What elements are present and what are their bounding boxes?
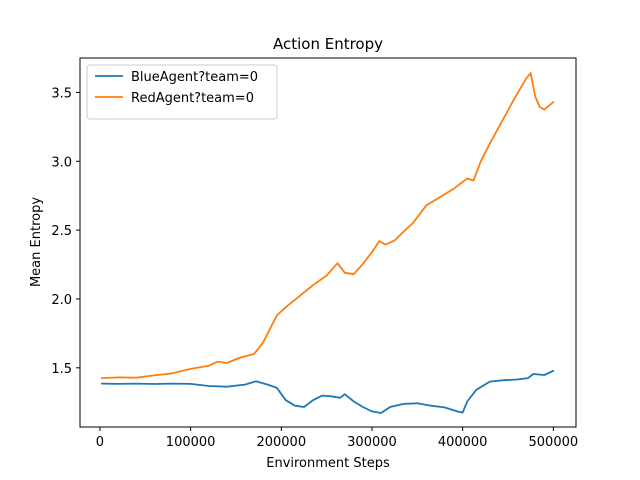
y-tick-label: 3.5	[51, 86, 72, 101]
x-tick-label: 300000	[347, 435, 397, 450]
series-line-0	[100, 369, 555, 414]
x-tick-label: 200000	[256, 435, 306, 450]
y-tick-label: 1.5	[51, 362, 72, 377]
legend-label-0: BlueAgent?team=0	[131, 70, 258, 85]
legend: BlueAgent?team=0 RedAgent?team=0	[86, 64, 278, 120]
chart-title: Action Entropy	[273, 35, 383, 53]
x-tick-label: 500000	[529, 435, 579, 450]
y-tick-label: 3.0	[51, 155, 72, 170]
y-tick-label: 2.0	[51, 293, 72, 308]
x-tick-label: 400000	[438, 435, 488, 450]
y-axis: 1.5 2.0 2.5 3.0 3.5	[51, 86, 80, 377]
x-tick-label: 0	[96, 435, 104, 450]
legend-label-1: RedAgent?team=0	[131, 91, 254, 106]
x-axis-label: Environment Steps	[266, 456, 390, 471]
y-tick-label: 2.5	[51, 224, 72, 239]
x-axis: 0 100000 200000 300000 400000 500000	[96, 427, 578, 450]
series-line-1	[100, 72, 555, 380]
y-axis-label: Mean Entropy	[29, 197, 44, 287]
legend-box	[86, 64, 278, 120]
x-tick-label: 100000	[166, 435, 216, 450]
plot-frame	[79, 57, 577, 428]
plot-area	[100, 72, 555, 414]
